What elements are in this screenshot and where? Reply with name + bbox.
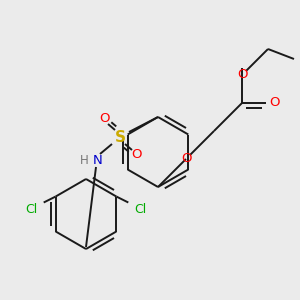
Text: N: N: [93, 154, 103, 166]
Text: S: S: [115, 130, 125, 145]
Text: Cl: Cl: [26, 203, 38, 216]
Text: O: O: [131, 148, 141, 161]
Text: O: O: [237, 68, 247, 82]
Text: O: O: [99, 112, 109, 125]
Text: H: H: [80, 154, 88, 166]
Text: O: O: [181, 152, 191, 166]
Text: Cl: Cl: [134, 203, 146, 216]
Text: O: O: [269, 97, 279, 110]
